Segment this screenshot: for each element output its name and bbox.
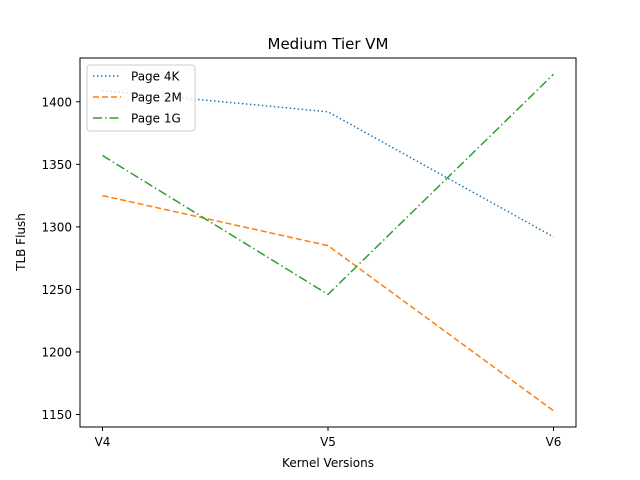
y-tick-label: 1350 — [41, 158, 72, 172]
legend-label: Page 4K — [131, 70, 181, 84]
legend: Page 4K Page 2M Page 1G — [86, 64, 196, 132]
y-axis: 1150 1200 1250 1300 1350 1400 — [41, 95, 80, 422]
series-line-page-1g — [102, 73, 555, 296]
x-tick-label: V6 — [546, 435, 562, 449]
y-tick-label: 1300 — [41, 220, 72, 234]
legend-box — [86, 64, 196, 132]
x-tick-label: V4 — [95, 435, 111, 449]
y-axis-label: TLB Flush — [14, 213, 28, 272]
x-axis: V4 V5 V6 — [95, 427, 562, 449]
y-tick-label: 1150 — [41, 408, 72, 422]
x-tick-label: V5 — [320, 435, 336, 449]
legend-label: Page 1G — [131, 112, 181, 126]
chart-title: Medium Tier VM — [268, 35, 389, 53]
y-tick-label: 1400 — [41, 95, 72, 109]
y-tick-label: 1200 — [41, 345, 72, 359]
y-tick-label: 1250 — [41, 283, 72, 297]
series-layer — [102, 73, 555, 412]
series-line-page-2m — [102, 194, 554, 412]
legend-label: Page 2M — [131, 91, 182, 105]
x-axis-label: Kernel Versions — [282, 456, 374, 470]
